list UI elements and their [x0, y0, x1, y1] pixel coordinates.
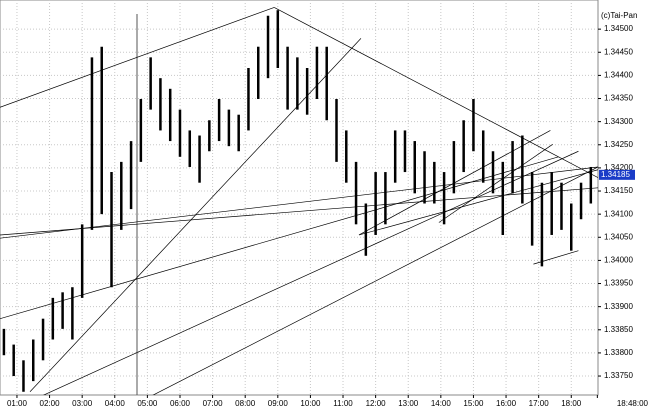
- watermark: (c)Tai-Pan: [601, 11, 637, 20]
- x-tick-label: 11:00: [333, 399, 353, 408]
- x-tick-label: 18:00: [561, 399, 582, 408]
- x-tick-label: 02:00: [40, 399, 61, 408]
- trendline: [0, 166, 598, 239]
- y-tick-label: 1.34250: [604, 140, 633, 149]
- y-tick-label: 1.34200: [604, 163, 633, 172]
- x-tick-label: 05:00: [137, 399, 158, 408]
- x-tick-label: 09:00: [268, 399, 289, 408]
- x-tick-label: 07:00: [203, 399, 224, 408]
- trendline: [274, 7, 598, 178]
- plot-layer: [0, 0, 598, 395]
- last-price-box: [599, 169, 635, 180]
- x-tick-label: 01:00: [7, 399, 28, 408]
- trendline: [358, 130, 551, 236]
- y-tick-label: 1.34100: [604, 209, 633, 218]
- x-tick-label: 13:00: [398, 399, 419, 408]
- y-tick-label: 1.33950: [604, 279, 633, 288]
- trendline: [438, 144, 553, 223]
- y-tick-label: 1.34050: [604, 232, 633, 241]
- y-tick-label: 1.34500: [604, 24, 633, 33]
- x-tick-label: 16:00: [496, 399, 517, 408]
- x-tick-label: 17:00: [529, 399, 550, 408]
- y-tick-label: 1.34350: [604, 94, 633, 103]
- trendline: [152, 166, 598, 395]
- last-price-label: 1.34185: [601, 170, 630, 179]
- x-tick-label: 06:00: [170, 399, 191, 408]
- y-tick-label: 1.34000: [604, 256, 633, 265]
- y-tick-label: 1.33850: [604, 325, 633, 334]
- x-tick-label: 12:00: [366, 399, 387, 408]
- x-tick-label: 03:00: [72, 399, 93, 408]
- y-tick-label: 1.34300: [604, 117, 633, 126]
- trendline: [358, 169, 598, 236]
- y-tick-label: 1.33750: [604, 371, 633, 380]
- y-tick-label: 1.34400: [604, 71, 633, 80]
- trendline: [0, 7, 275, 108]
- x-tick-label: 10:00: [300, 399, 321, 408]
- trendline: [533, 250, 579, 265]
- x-tick-label: 08:00: [235, 399, 256, 408]
- trendline: [42, 150, 579, 395]
- y-tick-label: 1.34450: [604, 47, 633, 56]
- x-tick-label: 18:48:00: [617, 399, 649, 408]
- y-tick-label: 1.33800: [604, 348, 633, 357]
- plot-area: [0, 0, 599, 396]
- trendline: [0, 187, 598, 236]
- y-tick-label: 1.34150: [604, 186, 633, 195]
- x-tick-label: 04:00: [105, 399, 126, 408]
- y-tick-label: 1.33900: [604, 302, 633, 311]
- x-tick-label: 14:00: [431, 399, 452, 408]
- x-tick-label: 15:00: [463, 399, 484, 408]
- trendline: [0, 156, 559, 320]
